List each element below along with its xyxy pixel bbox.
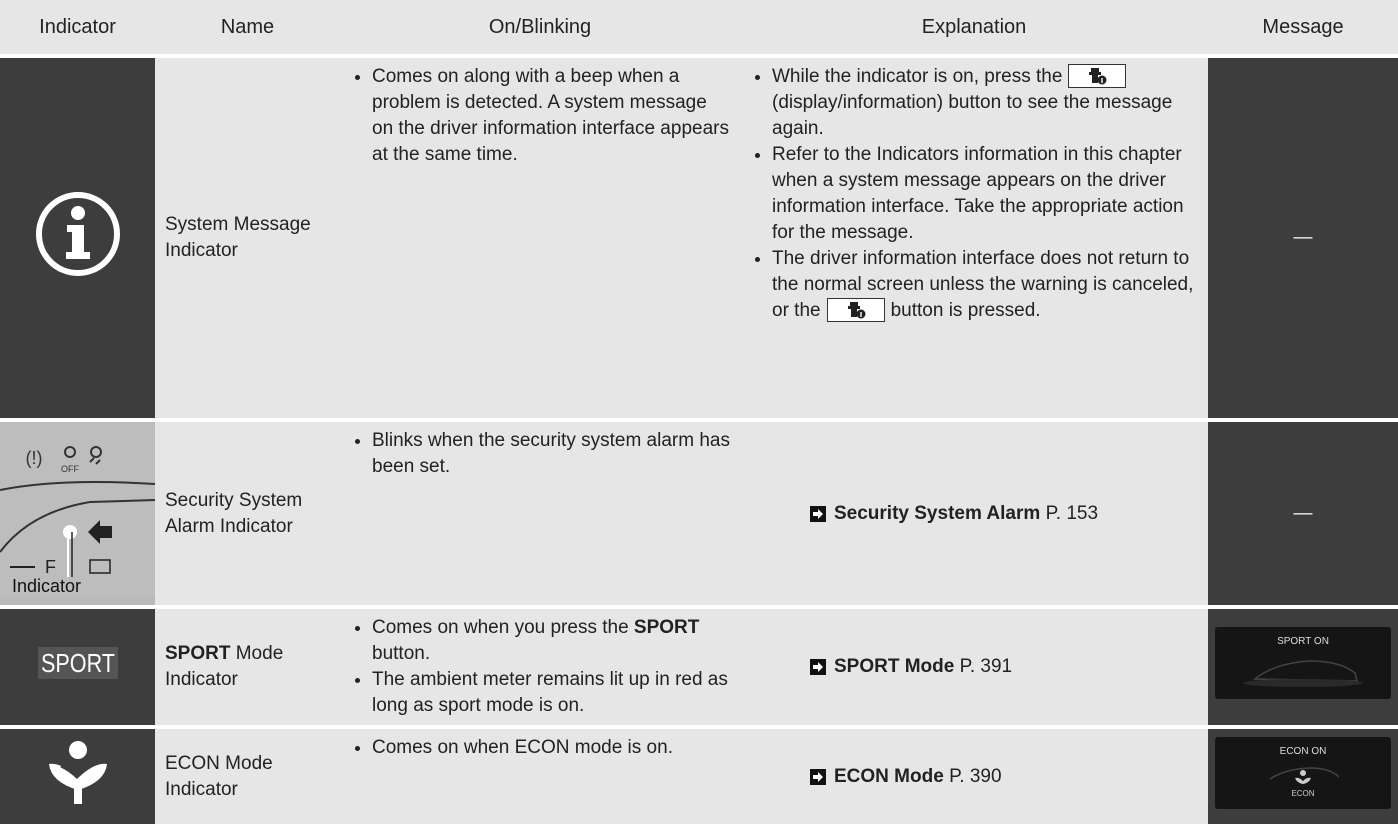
icon-text: F (45, 557, 56, 577)
on-blinking-cell: Comes on when you press the SPORT button… (340, 609, 740, 725)
sport-indicator: SPORT (37, 647, 118, 679)
reference-page: P. 153 (1045, 502, 1099, 524)
bullet-list: Blinks when the security system alarm ha… (350, 428, 730, 480)
header-cell: Indicator (0, 0, 155, 54)
message-screen: ECON ON ECON (1215, 736, 1391, 809)
bullet: Comes on when you press the SPORT button… (372, 615, 730, 667)
indicator-cell (0, 729, 155, 824)
reference-title: SPORT Mode (834, 656, 955, 677)
bullet-list: Comes on when ECON mode is on. (350, 735, 730, 761)
table-row: System Message Indicator Comes on along … (0, 58, 1398, 418)
text: button. (372, 643, 431, 664)
header-cell: Name (155, 0, 340, 54)
bullet-list: Comes on along with a beep when a proble… (350, 64, 730, 168)
callout-label: Indicator (12, 576, 81, 596)
bullet: Comes on when ECON mode is on. (372, 735, 730, 761)
on-blinking-cell: Comes on along with a beep when a proble… (340, 58, 740, 418)
reference-arrow (810, 659, 826, 675)
name-cell: System Message Indicator (155, 58, 340, 418)
header-cell: Explanation (740, 0, 1208, 54)
reference-title: Security System Alarm (834, 502, 1041, 524)
button-glyph (1089, 68, 1107, 85)
info-button-icon (1068, 64, 1127, 88)
name-cell: SPORT Mode Indicator (155, 609, 340, 725)
bullet: The ambient meter remains lit up in red … (372, 667, 730, 719)
message-cell: — (1208, 58, 1398, 418)
reference-page: P. 391 (959, 656, 1013, 677)
text: (display/information) button to see the … (772, 92, 1173, 139)
table-row: SPORT SPORT Mode Indicator Comes on when… (0, 609, 1398, 725)
security-indicator-image: (!) OFF F Indicator (0, 422, 156, 597)
button-glyph (847, 302, 866, 319)
name-bold: SPORT (165, 643, 231, 664)
bullet: Blinks when the security system alarm ha… (372, 428, 730, 480)
table-row: ECON Mode Indicator Comes on when ECON m… (0, 729, 1398, 824)
explanation-cell: ECON Mode P. 390 (740, 729, 1208, 824)
bullet: Refer to the Indicators information in t… (772, 142, 1198, 246)
econ-indicator (48, 740, 107, 804)
message-screen: SPORT ON (1215, 627, 1391, 699)
indicator-cell: (!) OFF F Indicator (0, 422, 156, 605)
name-cell: Security System Alarm Indicator (155, 422, 340, 605)
on-blinking-cell: Comes on when ECON mode is on. (340, 729, 740, 824)
table-row: (!) OFF F Indicator Security System Alar… (0, 422, 1398, 605)
icon-text: OFF (61, 464, 79, 474)
indicator-name: Security System Alarm Indicator (165, 489, 303, 537)
name-rest: Mode Indicator (165, 643, 284, 690)
text: While the indicator is on, press the (772, 66, 1063, 87)
indicator-name: System Message Indicator (165, 214, 311, 261)
text-bold: SPORT (633, 617, 700, 638)
screen-text: ECON (1291, 789, 1314, 798)
on-blinking-cell: Blinks when the security system alarm ha… (340, 422, 740, 605)
bullet-list: Comes on when you press the SPORT button… (350, 615, 730, 719)
message: — (1293, 502, 1313, 524)
message-cell: — (1208, 422, 1398, 605)
bullet: While the indicator is on, press the (dis… (772, 64, 1198, 142)
indicator-name: ECON Mode Indicator (165, 752, 273, 800)
indicator-text: SPORT (41, 648, 115, 678)
info-icon (35, 192, 120, 276)
explanation-cell: SPORT Mode P. 391 (740, 609, 1208, 725)
header-cell: On/Blinking (340, 0, 740, 54)
name-cell: ECON Mode Indicator (155, 729, 340, 824)
message-cell: ECON ON ECON (1208, 729, 1398, 824)
text: The driver information interface does no… (772, 248, 1194, 321)
bullet-list: While the indicator is on, press the (dis… (750, 64, 1198, 324)
header-cell: Message (1208, 0, 1398, 54)
message: — (1293, 227, 1313, 248)
message-cell: SPORT ON (1208, 609, 1398, 725)
reference-arrow (810, 768, 826, 785)
indicator-cell: SPORT (0, 609, 155, 725)
reference-page: P. 390 (949, 765, 1002, 787)
header-row: Indicator Name On/Blinking Explanation M… (0, 0, 1398, 54)
info-button-icon (826, 298, 885, 322)
screen-text: SPORT ON (1277, 636, 1329, 647)
explanation-cell: While the indicator is on, press the (dis… (740, 58, 1208, 418)
svg-text:(!): (!) (26, 448, 43, 468)
reference-title: ECON Mode (834, 765, 944, 787)
text: Comes on when you press the (372, 617, 634, 638)
screen-text: ECON ON (1280, 746, 1327, 757)
bullet: The driver information interface does no… (772, 246, 1198, 324)
explanation-cell: Security System Alarm P. 153 (740, 422, 1208, 605)
indicator-cell (0, 58, 155, 418)
text: button is pressed. (890, 300, 1041, 321)
bullet: Comes on along with a beep when a proble… (372, 64, 730, 168)
reference-arrow (810, 505, 826, 522)
